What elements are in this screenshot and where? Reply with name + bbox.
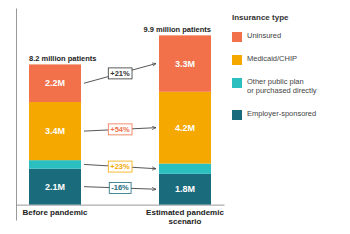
x-tick-label-line: Before pandemic: [23, 208, 88, 217]
legend-label: Medicaid/CHIP: [247, 54, 297, 63]
legend-label: Employer-sponsored: [247, 109, 316, 118]
bar-segment: [159, 174, 211, 205]
change-annotation: +21%: [108, 68, 132, 79]
legend-item: Employer-sponsored: [232, 109, 316, 120]
legend-item: Uninsured: [232, 31, 281, 42]
change-annotation: -16%: [109, 182, 131, 193]
segment-label: 3.3M: [175, 59, 195, 69]
total-label: 9.9 million patients: [143, 25, 211, 34]
change-box: [108, 68, 132, 79]
bars: [29, 35, 211, 204]
segment-label: 2.1M: [45, 182, 65, 192]
segment-label: 3.4M: [45, 126, 65, 136]
x-tick-label-line: Estimated pandemic: [146, 208, 224, 217]
x-tick: Before pandemic: [23, 205, 88, 218]
segment-label: 2.2M: [45, 78, 65, 88]
plot: Before pandemic Estimated pandemicscenari…: [17, 9, 225, 227]
y-axis: [16, 9, 17, 221]
legend-swatch: [232, 32, 242, 42]
bar-segment: [29, 64, 81, 102]
change-label: +23%: [110, 162, 130, 171]
x-tick: Estimated pandemicscenario: [146, 205, 224, 227]
legend: Insurance type Uninsured Medicaid/CHIP Othe…: [232, 13, 317, 120]
change-annotation: +23%: [108, 161, 132, 172]
legend-swatch: [232, 78, 242, 88]
x-axis-line: [17, 205, 225, 206]
bar-segment: [159, 35, 211, 91]
x-axis: Before pandemic Estimated pandemicscenari…: [17, 205, 225, 227]
bar-segment: [29, 102, 81, 160]
x-tick-label: Before pandemic: [23, 208, 88, 217]
change-box: [109, 182, 131, 193]
legend-label: Other public planor purchased directly: [247, 77, 317, 95]
change-box: [108, 161, 132, 172]
total-label: 8.2 million patients: [29, 54, 97, 63]
bar-segment: [29, 169, 81, 205]
legend-swatch: [232, 110, 242, 120]
legend-label-line: or purchased directly: [247, 86, 317, 95]
segment-label: 4.2M: [175, 123, 195, 133]
chart: Before pandemic Estimated pandemicscenari…: [0, 0, 350, 234]
legend-label-line: Employer-sponsored: [247, 109, 316, 118]
segment-label: 1.8M: [175, 184, 195, 194]
bar-segment: [159, 92, 211, 164]
y-axis-line: [16, 9, 17, 221]
legend-label-line: Uninsured: [247, 31, 281, 40]
legend-title: Insurance type: [232, 13, 289, 22]
change-annotation: +54%: [108, 124, 132, 135]
bar-segment: [29, 160, 81, 169]
x-tick-label: Estimated pandemicscenario: [146, 208, 224, 226]
change-box: [108, 124, 132, 135]
change-label: +54%: [110, 125, 130, 134]
legend-item: Other public planor purchased directly: [232, 77, 317, 95]
change-label: +21%: [110, 69, 130, 78]
legend-label: Uninsured: [247, 31, 281, 40]
labels: 2.1M 1.8M 3.4M 4.2M 2.2M 3.3M -16% +23% +54% +21%…: [29, 25, 211, 194]
legend-item: Medicaid/CHIP: [232, 54, 297, 65]
change-arrow: [84, 64, 156, 84]
legend-swatch: [232, 55, 242, 65]
change-label: -16%: [111, 183, 129, 192]
legend-label-line: Other public plan: [247, 77, 304, 86]
legend-label-line: Medicaid/CHIP: [247, 54, 297, 63]
x-tick-label-line: scenario: [169, 217, 202, 226]
bar-segment: [159, 164, 211, 174]
